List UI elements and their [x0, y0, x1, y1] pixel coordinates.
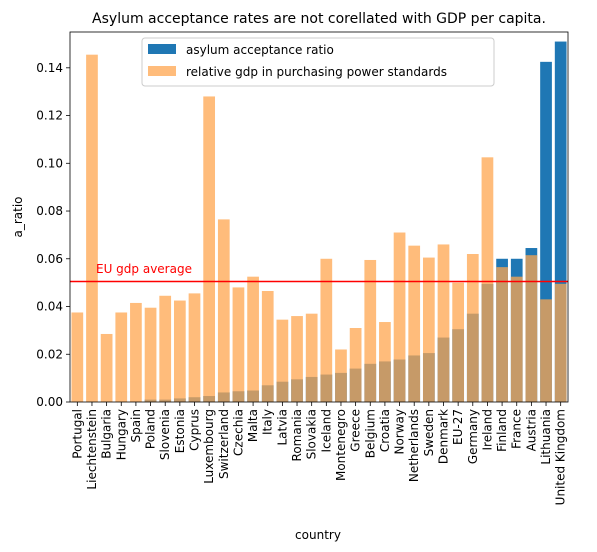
- reference-line-label: EU gdp average: [96, 262, 192, 276]
- bar-gdp-austria: [525, 255, 538, 402]
- x-tick-label: Poland: [144, 409, 158, 449]
- x-tick-label: Bulgaria: [100, 409, 114, 459]
- bar-gdp-norway: [393, 232, 406, 402]
- bar-gdp-hungary: [115, 312, 128, 402]
- x-tick-label: Latvia: [275, 409, 289, 446]
- x-tick-label: Spain: [129, 409, 143, 443]
- x-tick-label: Greece: [349, 409, 363, 452]
- bar-gdp-portugal: [71, 312, 84, 402]
- bar-gdp-sweden: [422, 257, 435, 402]
- legend-frame: [141, 37, 495, 87]
- bar-gdp-romania: [291, 316, 303, 402]
- bar-gdp-montenegro: [335, 349, 347, 402]
- bar-gdp-malta: [247, 276, 259, 402]
- x-tick-label: Romania: [290, 409, 304, 461]
- x-tick-label: Denmark: [437, 409, 451, 464]
- bar-gdp-liechtenstein: [86, 54, 98, 403]
- bar-gdp-belgium: [364, 259, 377, 402]
- x-tick-label: EU-27: [451, 409, 465, 445]
- legend-label-gdp: relative gdp in purchasing power standar…: [186, 65, 447, 79]
- y-tick-label: 0.14: [36, 61, 63, 75]
- x-axis-label: country: [295, 528, 341, 542]
- x-tick-label: Slovakia: [305, 409, 319, 459]
- chart-title: Asylum acceptance rates are not corellat…: [92, 11, 546, 27]
- x-tick-label: Ireland: [480, 409, 494, 451]
- bar-gdp-netherlands: [408, 245, 421, 402]
- bar-gdp-bulgaria: [100, 333, 113, 402]
- y-tick-label: 0.12: [36, 109, 63, 123]
- bar-gdp-united-kingdom: [554, 283, 567, 402]
- x-tick-label: Slovenia: [158, 409, 172, 460]
- x-tick-label: Hungary: [114, 409, 128, 460]
- y-tick-label: 0.02: [36, 347, 63, 361]
- x-tick-label: Malta: [246, 409, 260, 442]
- bar-gdp-spain: [130, 302, 142, 402]
- bar-gdp-croatia: [379, 322, 391, 402]
- legend: asylum acceptance ratio relative gdp in …: [141, 37, 495, 87]
- bar-gdp-cyprus: [188, 293, 201, 402]
- bar-gdp-france: [510, 276, 523, 402]
- bar-gdp-germany: [466, 254, 479, 402]
- y-tick-label: 0.04: [36, 300, 63, 314]
- x-tick-label: Liechtenstein: [85, 409, 99, 490]
- bar-asylum-lithuania: [540, 61, 552, 403]
- x-tick-label: Estonia: [173, 409, 187, 453]
- bar-gdp-slovenia: [159, 295, 172, 402]
- axes-frame: [69, 31, 569, 403]
- bar-gdp-denmark: [437, 244, 450, 402]
- x-tick-label: Norway: [393, 409, 407, 455]
- x-tick-label: Iceland: [319, 409, 333, 452]
- x-tick-label: Czechia: [231, 409, 245, 456]
- bar-gdp-estonia: [173, 300, 186, 402]
- y-tick-label: 0.10: [36, 156, 63, 170]
- x-tick-label: Cyprus: [188, 409, 202, 451]
- x-tick-label: France: [510, 409, 524, 449]
- bar-gdp-greece: [349, 328, 362, 402]
- bar-gdp-italy: [261, 291, 274, 402]
- axes: 0.00 0.02 0.04 0.06 0.08 0.10 0.12 0.14 Portugal…: [36, 31, 569, 505]
- y-tick-label: 0.00: [36, 395, 63, 409]
- bar-gdp-iceland: [320, 258, 333, 402]
- x-tick-label: Austria: [524, 409, 538, 451]
- bar-gdp-slovakia: [305, 313, 318, 402]
- x-tick-label: Switzerland: [217, 409, 231, 479]
- bar-gdp-finland: [496, 267, 508, 402]
- x-tick-label: Sweden: [422, 409, 436, 456]
- plot-area: [71, 41, 567, 403]
- x-tick-label: Finland: [495, 409, 509, 452]
- x-tick-label: Lithuania: [539, 409, 553, 465]
- y-axis-label: a_ratio: [11, 196, 25, 237]
- x-tick-label: Montenegro: [334, 409, 348, 481]
- x-tick-label: United Kingdom: [554, 409, 568, 505]
- bar-gdp-ireland: [481, 157, 494, 402]
- x-tick-label: Croatia: [378, 409, 392, 452]
- bar-gdp-czechia: [232, 287, 245, 402]
- legend-swatch-gdp: [148, 66, 176, 76]
- x-tick-label: Germany: [466, 409, 480, 464]
- x-tick-label: Netherlands: [407, 409, 421, 482]
- y-tick-label: 0.06: [36, 252, 63, 266]
- bar-gdp-switzerland: [217, 219, 230, 402]
- bar-gdp-latvia: [276, 319, 289, 402]
- bar-gdp-eu-27: [452, 282, 465, 402]
- bar-gdp-lithuania: [540, 299, 552, 402]
- bar-asylum-united-kingdom: [554, 41, 567, 403]
- bar-gdp-luxembourg: [203, 96, 216, 402]
- y-tick-label: 0.08: [36, 204, 63, 218]
- legend-swatch-asylum: [148, 44, 176, 54]
- legend-label-asylum: asylum acceptance ratio: [186, 43, 334, 57]
- x-tick-label: Portugal: [70, 409, 84, 459]
- x-tick-label: Luxembourg: [202, 409, 216, 484]
- x-tick-label: Belgium: [363, 409, 377, 458]
- x-tick-label: Italy: [261, 409, 275, 435]
- bar-gdp-poland: [144, 307, 157, 402]
